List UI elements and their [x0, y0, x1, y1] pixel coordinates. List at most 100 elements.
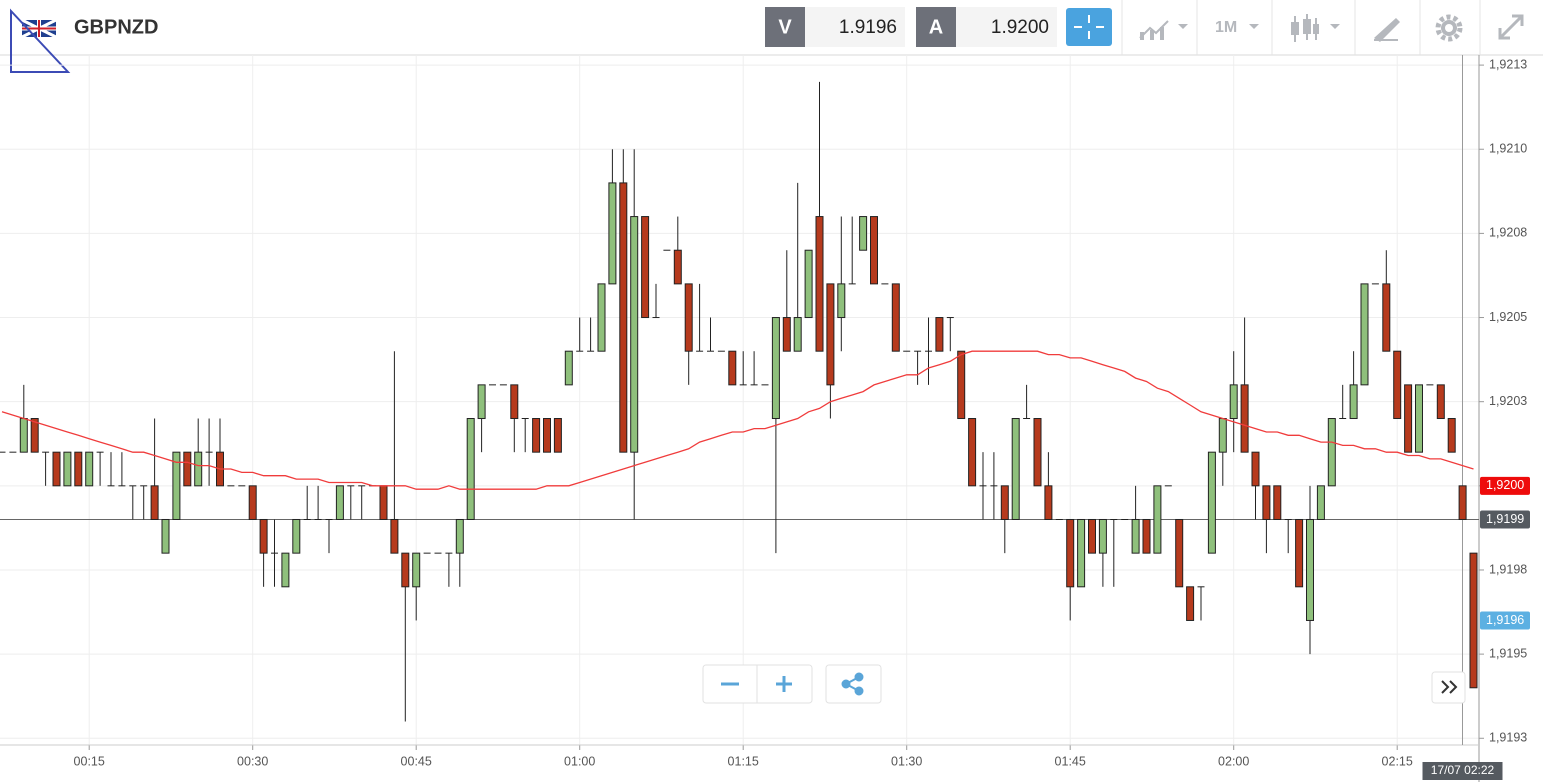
bid-price: 1.9196: [839, 17, 897, 38]
candle-body: [1131, 518, 1140, 554]
candle-body: [1273, 485, 1282, 520]
candle-body: [248, 485, 257, 520]
candle-body: [1458, 485, 1467, 520]
candle-body: [455, 518, 464, 554]
share-button[interactable]: [825, 664, 882, 704]
candle-body: [968, 418, 977, 487]
candle-body: [379, 485, 388, 520]
x-tick-label: 01:45: [1055, 754, 1086, 768]
candle-body: [1251, 451, 1260, 487]
x-tick-label: 00:45: [401, 754, 432, 768]
candle-body: [1469, 552, 1478, 689]
candle-body: [543, 418, 551, 453]
ask-price: 1.9200: [991, 17, 1049, 38]
bid-box: [805, 7, 905, 47]
candle-style-button[interactable]: [1291, 14, 1340, 42]
fullscreen-button[interactable]: [1498, 14, 1524, 40]
candle-body: [1349, 384, 1358, 420]
bid-button[interactable]: [765, 7, 805, 47]
price-label-box: [1480, 510, 1530, 529]
candle-body: [1447, 418, 1456, 453]
ask-label: A: [929, 16, 943, 38]
candle-body: [161, 518, 170, 554]
candle-body: [1415, 384, 1423, 453]
candle-body: [641, 216, 650, 319]
candle-body: [510, 384, 519, 420]
candle-body: [1098, 518, 1107, 554]
candle-body: [335, 485, 344, 520]
candle-body: [1360, 283, 1369, 386]
ask-box: [956, 7, 1057, 47]
candle-body: [1044, 485, 1053, 520]
candle-body: [870, 216, 878, 285]
candle-body: [815, 216, 824, 352]
candle-body: [1207, 451, 1216, 554]
candle-body: [728, 350, 737, 386]
candle-body: [1077, 518, 1086, 588]
candle-body: [281, 552, 290, 588]
candle-body: [793, 317, 802, 352]
draw-button[interactable]: [1374, 18, 1400, 42]
candle-body: [63, 451, 72, 487]
x-tick-label: 02:00: [1218, 754, 1249, 768]
candle-body: [1229, 384, 1238, 420]
candle-body: [630, 216, 639, 453]
candle-body: [477, 384, 486, 420]
zoom-in-button[interactable]: [776, 676, 792, 692]
y-tick-label: 1,9208: [1489, 226, 1527, 240]
price-label: 1,9196: [1486, 613, 1524, 627]
candle-body: [804, 249, 813, 319]
candle-body: [1316, 485, 1325, 520]
candle-body: [1382, 283, 1391, 352]
settings-button[interactable]: [1435, 14, 1463, 42]
price-label-box: [1480, 611, 1530, 630]
candle-body: [1033, 418, 1042, 487]
y-tick-label: 1,9213: [1489, 57, 1527, 71]
y-tick-label: 1,9198: [1489, 562, 1527, 576]
cursor-label: 17/07 02:22: [1431, 763, 1495, 777]
candle-body: [466, 418, 475, 520]
candle-body: [1436, 384, 1445, 420]
bid-label: V: [778, 16, 792, 38]
candle-body: [684, 283, 693, 352]
y-tick-label: 1,9203: [1489, 394, 1527, 408]
crosshair-button[interactable]: [1066, 8, 1112, 46]
candle-body: [891, 283, 900, 352]
candle-body: [1262, 485, 1271, 520]
x-tick-label: 00:30: [237, 754, 268, 768]
candle-body: [172, 451, 181, 520]
candle-body: [1066, 518, 1075, 588]
zoom-controls: [702, 664, 1466, 704]
scroll-icon: [1441, 680, 1458, 694]
candle-body: [401, 552, 410, 588]
timeframe-button[interactable]: 1M: [1215, 19, 1259, 36]
candle-body: [1327, 418, 1336, 487]
candle-body: [52, 451, 61, 487]
timeframe[interactable]: 1M: [1215, 19, 1237, 36]
toolbar-separators: [1121, 0, 1481, 55]
candle-body: [292, 518, 301, 554]
candle-body: [1175, 518, 1184, 588]
moving-average: [1, 350, 1474, 490]
x-tick-label: 01:00: [564, 754, 595, 768]
candle-body: [771, 317, 780, 420]
chart-type-button[interactable]: [1139, 20, 1188, 40]
price-label-box: [1480, 476, 1530, 495]
candle-body: [826, 283, 835, 386]
candle-body: [183, 451, 192, 487]
candle-body: [1088, 518, 1096, 554]
x-tick-label: 02:15: [1382, 754, 1413, 768]
candle-body: [564, 350, 573, 386]
x-tick-label: 00:15: [74, 754, 105, 768]
candle-body: [532, 418, 541, 453]
candle-body: [1295, 518, 1304, 588]
candle-body: [1186, 586, 1195, 621]
plot-area: 1,9213 1,9210 1,9208 1,9205 1,9203 1,9200 1,91…: [0, 55, 1530, 782]
candle-body: [85, 451, 94, 487]
y-tick-label: 1,9205: [1489, 310, 1527, 324]
candle-body: [673, 249, 682, 285]
share-icon: [841, 672, 864, 696]
ask-button[interactable]: [916, 7, 956, 47]
candle-body: [837, 283, 846, 319]
